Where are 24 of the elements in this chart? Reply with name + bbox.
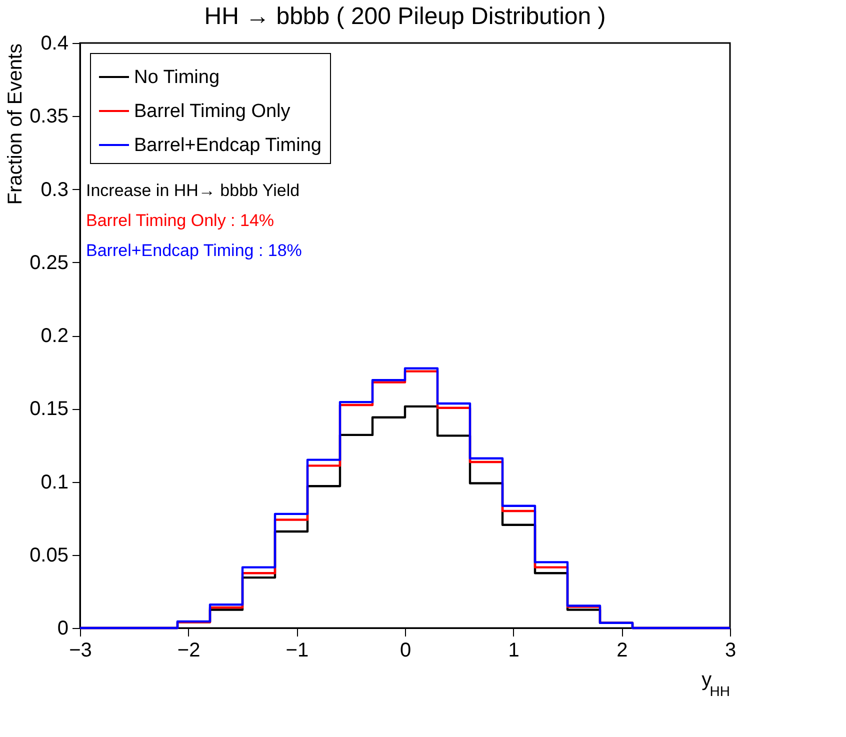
annotation: Increase in HH→ bbbb Yield bbox=[86, 181, 300, 200]
x-tick-label: −2 bbox=[177, 640, 200, 662]
x-tick-label: 0 bbox=[400, 640, 412, 662]
x-tick-label: 2 bbox=[616, 640, 628, 662]
annotation: Barrel Timing Only : 14% bbox=[86, 211, 274, 230]
y-tick-label: 0.3 bbox=[40, 178, 68, 201]
x-tick-label: −3 bbox=[69, 640, 92, 662]
chart-title: HH → bbbb ( 200 Pileup Distribution ) bbox=[204, 3, 606, 30]
y-tick-label: 0.05 bbox=[30, 544, 68, 566]
x-tick-label: 1 bbox=[508, 640, 520, 662]
y-tick-label: 0 bbox=[57, 618, 68, 640]
y-tick-label: 0.2 bbox=[40, 325, 68, 347]
annotation: Barrel+Endcap Timing : 18% bbox=[86, 241, 302, 260]
y-tick-label: 0.35 bbox=[30, 106, 68, 128]
y-axis-title: Fraction of Events bbox=[4, 44, 27, 205]
y-tick-label: 0.15 bbox=[30, 398, 68, 420]
legend-label: Barrel Timing Only bbox=[134, 101, 291, 122]
y-tick-label: 0.25 bbox=[30, 252, 68, 274]
x-tick-label: 3 bbox=[724, 640, 736, 662]
legend-label: Barrel+Endcap Timing bbox=[134, 135, 322, 156]
y-tick-label: 0.4 bbox=[40, 32, 68, 54]
legend-label: No Timing bbox=[134, 67, 220, 88]
y-tick-label: 0.1 bbox=[40, 471, 68, 494]
x-tick-label: −1 bbox=[286, 640, 309, 662]
